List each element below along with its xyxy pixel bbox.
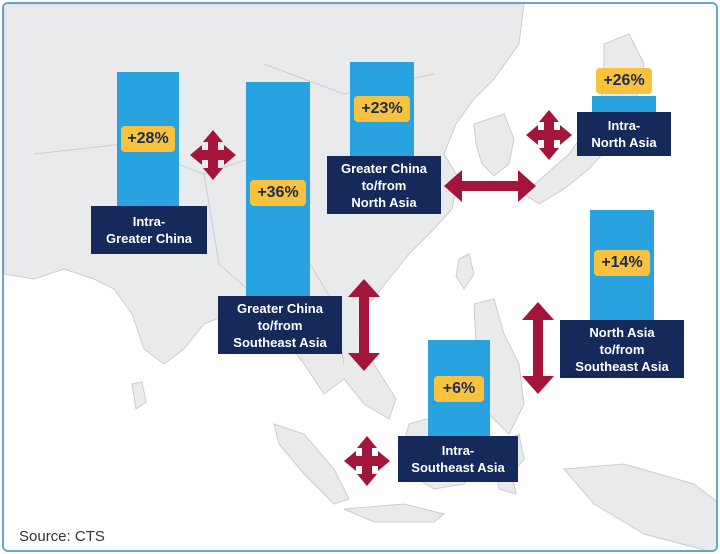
label-greater-china-north-asia: Greater China to/from North Asia [327,156,441,214]
sumatra [273,423,350,505]
vertical-double-arrow-icon [522,302,554,394]
growth-badge-intra-greater-china: +28% [121,126,175,152]
source-note: Source: CTS [19,528,105,545]
label-intra-southeast-asia: Intra- Southeast Asia [398,436,518,482]
cross-arrow-icon [344,436,390,486]
taiwan [455,253,475,290]
growth-badge-intra-north-asia: +26% [596,68,652,94]
label-north-asia-southeast-asia: North Asia to/from Southeast Asia [560,320,684,378]
growth-badge-greater-china-southeast-asia: +36% [250,180,306,206]
label-intra-north-asia: Intra- North Asia [577,112,671,156]
cross-arrow-icon [190,130,236,180]
growth-badge-greater-china-north-asia: +23% [354,96,410,122]
growth-badge-intra-southeast-asia: +6% [434,376,484,402]
growth-badge-north-asia-southeast-asia: +14% [594,250,650,276]
cross-arrow-icon [526,110,572,160]
new-guinea [562,463,716,550]
label-greater-china-southeast-asia: Greater China to/from Southeast Asia [218,296,342,354]
vertical-double-arrow-icon [348,279,380,371]
java [343,503,446,523]
korea [473,113,515,177]
horizontal-double-arrow-icon [444,170,536,202]
sri-lanka [131,381,147,410]
label-intra-greater-china: Intra- Greater China [91,206,207,254]
